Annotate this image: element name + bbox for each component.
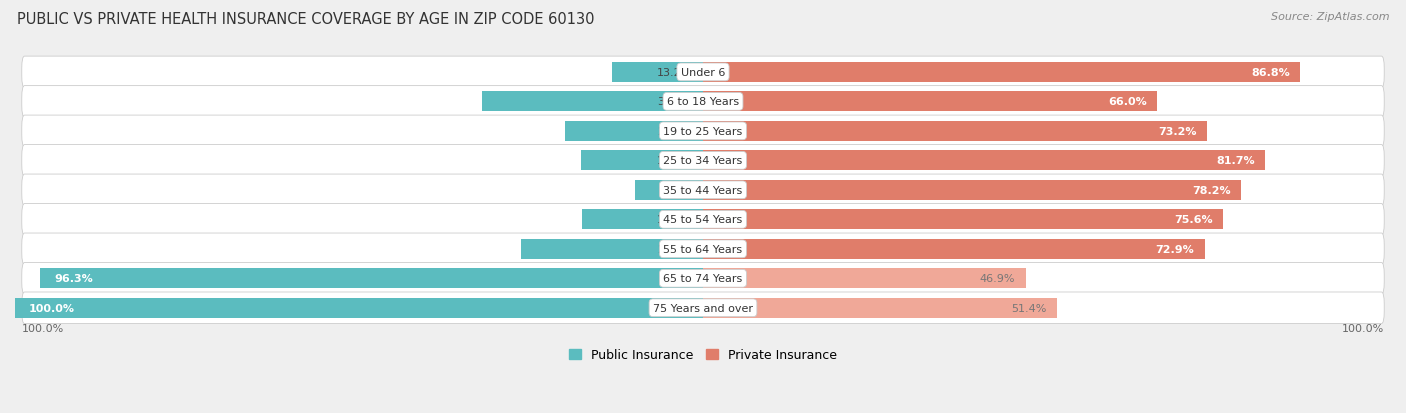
Text: 25 to 34 Years: 25 to 34 Years (664, 156, 742, 166)
Text: 100.0%: 100.0% (28, 303, 75, 313)
Text: 66.0%: 66.0% (1108, 97, 1147, 107)
Bar (15, 298, 703, 318)
Bar (703, 298, 1057, 318)
Text: 17.6%: 17.6% (657, 215, 693, 225)
FancyBboxPatch shape (21, 292, 1385, 324)
Text: 51.4%: 51.4% (1011, 303, 1046, 313)
Bar (703, 180, 1241, 200)
Text: 32.1%: 32.1% (657, 97, 693, 107)
Bar (703, 121, 1206, 142)
Bar (612, 63, 703, 83)
Text: 20.0%: 20.0% (657, 126, 693, 137)
Bar (482, 92, 703, 112)
FancyBboxPatch shape (21, 233, 1385, 265)
Bar (565, 121, 703, 142)
Bar (703, 268, 1025, 289)
FancyBboxPatch shape (21, 263, 1385, 294)
Text: 75 Years and over: 75 Years and over (652, 303, 754, 313)
Text: 19 to 25 Years: 19 to 25 Years (664, 126, 742, 137)
Text: PUBLIC VS PRIVATE HEALTH INSURANCE COVERAGE BY AGE IN ZIP CODE 60130: PUBLIC VS PRIVATE HEALTH INSURANCE COVER… (17, 12, 595, 27)
Text: 17.7%: 17.7% (657, 156, 693, 166)
Text: 86.8%: 86.8% (1251, 68, 1289, 78)
FancyBboxPatch shape (21, 145, 1385, 177)
Text: 78.2%: 78.2% (1192, 185, 1230, 195)
Legend: Public Insurance, Private Insurance: Public Insurance, Private Insurance (564, 344, 842, 367)
Bar (703, 210, 1223, 230)
Bar (703, 151, 1265, 171)
Bar (636, 180, 703, 200)
Text: 75.6%: 75.6% (1174, 215, 1213, 225)
Bar (703, 239, 1205, 259)
Text: Source: ZipAtlas.com: Source: ZipAtlas.com (1271, 12, 1389, 22)
Text: 96.3%: 96.3% (55, 274, 93, 284)
FancyBboxPatch shape (21, 57, 1385, 88)
Text: 65 to 74 Years: 65 to 74 Years (664, 274, 742, 284)
Text: 100.0%: 100.0% (22, 324, 65, 334)
Text: 9.9%: 9.9% (664, 185, 693, 195)
Bar (582, 210, 703, 230)
FancyBboxPatch shape (21, 116, 1385, 147)
Text: 55 to 64 Years: 55 to 64 Years (664, 244, 742, 254)
FancyBboxPatch shape (21, 86, 1385, 118)
Bar (41, 268, 703, 289)
FancyBboxPatch shape (21, 204, 1385, 235)
Text: 35 to 44 Years: 35 to 44 Years (664, 185, 742, 195)
Text: 6 to 18 Years: 6 to 18 Years (666, 97, 740, 107)
Text: 100.0%: 100.0% (1341, 324, 1384, 334)
FancyBboxPatch shape (21, 175, 1385, 206)
Bar (581, 151, 703, 171)
Text: 73.2%: 73.2% (1157, 126, 1197, 137)
Text: 13.2%: 13.2% (657, 68, 693, 78)
Text: 81.7%: 81.7% (1216, 156, 1254, 166)
Bar (522, 239, 703, 259)
Text: 45 to 54 Years: 45 to 54 Years (664, 215, 742, 225)
Text: 72.9%: 72.9% (1156, 244, 1194, 254)
Text: 46.9%: 46.9% (980, 274, 1015, 284)
Bar (703, 92, 1157, 112)
Text: Under 6: Under 6 (681, 68, 725, 78)
Text: 26.4%: 26.4% (657, 244, 693, 254)
Bar (703, 63, 1301, 83)
